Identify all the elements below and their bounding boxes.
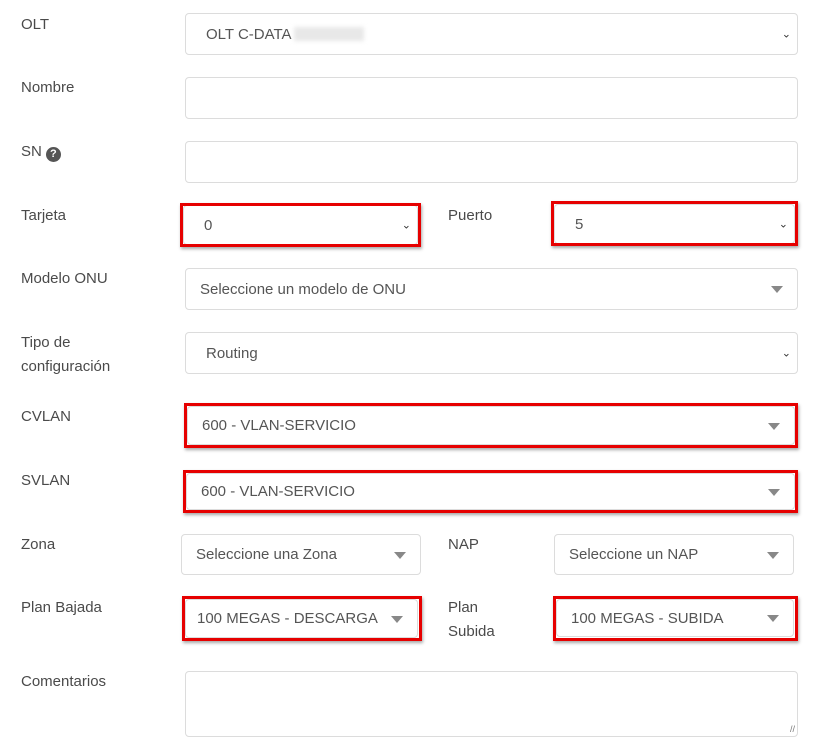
caret-down-icon <box>767 551 779 559</box>
modelo-onu-placeholder: Seleccione un modelo de ONU <box>200 280 406 298</box>
nombre-input[interactable] <box>185 77 798 119</box>
comentarios-label: Comentarios <box>21 673 107 690</box>
modelo-onu-label: Modelo ONU <box>21 270 108 287</box>
resize-grip-icon[interactable]: // <box>789 724 795 734</box>
tarjeta-value: 0 <box>204 216 213 234</box>
nap-placeholder: Seleccione un NAP <box>569 546 699 563</box>
caret-down-icon <box>771 286 783 293</box>
puerto-value: 5 <box>575 215 584 233</box>
tarjeta-label: Tarjeta <box>21 207 67 224</box>
tipo-config-value: Routing <box>206 344 258 362</box>
tipo-config-label: Tipo de configuración <box>21 331 110 379</box>
sn-input[interactable] <box>185 141 798 183</box>
plan-subida-value: 100 MEGAS - SUBIDA <box>571 609 724 627</box>
tipo-config-label-line1: Tipo de <box>21 334 71 351</box>
tipo-config-label-line2: configuración <box>21 358 111 375</box>
sn-label: SN? <box>21 140 61 164</box>
plan-bajada-value: 100 MEGAS - DESCARGA <box>197 610 378 627</box>
modelo-onu-select[interactable]: Seleccione un modelo de ONU <box>185 268 798 310</box>
highlight-box <box>553 596 798 641</box>
cvlan-value: 600 - VLAN-SERVICIO <box>202 417 356 434</box>
caret-down-icon <box>394 551 406 559</box>
puerto-label: Puerto <box>448 207 493 224</box>
tipo-config-select[interactable]: Routing ⌄ <box>185 332 798 374</box>
nap-select[interactable]: Seleccione un NAP <box>554 534 794 575</box>
highlight-box <box>183 470 798 513</box>
caret-down-icon <box>767 615 779 622</box>
caret-down-icon <box>391 615 403 623</box>
nombre-label: Nombre <box>21 79 75 96</box>
highlight-box <box>551 201 798 246</box>
chevron-down-icon: ⌄ <box>781 28 791 41</box>
plan-bajada-select[interactable]: 100 MEGAS - DESCARGA <box>185 599 418 638</box>
olt-select[interactable]: OLT C-DATA ⌄ <box>185 13 798 55</box>
cvlan-select[interactable]: 600 - VLAN-SERVICIO <box>187 406 795 445</box>
redacted-ip <box>293 27 364 41</box>
highlight-box <box>180 203 421 247</box>
caret-down-icon <box>768 488 780 496</box>
sn-label-text: SN <box>21 143 42 160</box>
plan-subida-label-line1: Plan <box>448 599 479 616</box>
zona-label: Zona <box>21 536 56 553</box>
plan-subida-label: Plan Subida <box>448 596 495 644</box>
plan-subida-label-line2: Subida <box>448 623 495 640</box>
chevron-down-icon: ⌄ <box>401 219 411 232</box>
svlan-value: 600 - VLAN-SERVICIO <box>201 483 355 500</box>
olt-label: OLT <box>21 16 50 33</box>
svlan-label: SVLAN <box>21 472 71 489</box>
nap-label: NAP <box>448 536 479 553</box>
highlight-box <box>182 596 422 641</box>
comentarios-textarea[interactable]: // <box>185 671 798 737</box>
olt-value: OLT C-DATA <box>206 25 292 43</box>
zona-select[interactable]: Seleccione una Zona <box>181 534 421 575</box>
chevron-down-icon: ⌄ <box>778 218 788 231</box>
cvlan-label: CVLAN <box>21 408 72 425</box>
svlan-select[interactable]: 600 - VLAN-SERVICIO <box>186 473 795 510</box>
plan-bajada-label: Plan Bajada <box>21 599 102 616</box>
plan-subida-select[interactable]: 100 MEGAS - SUBIDA <box>556 599 794 637</box>
highlight-box <box>184 403 798 448</box>
question-circle-icon[interactable]: ? <box>45 146 61 162</box>
chevron-down-icon: ⌄ <box>781 347 791 360</box>
caret-down-icon <box>768 422 780 430</box>
zona-placeholder: Seleccione una Zona <box>196 546 337 563</box>
